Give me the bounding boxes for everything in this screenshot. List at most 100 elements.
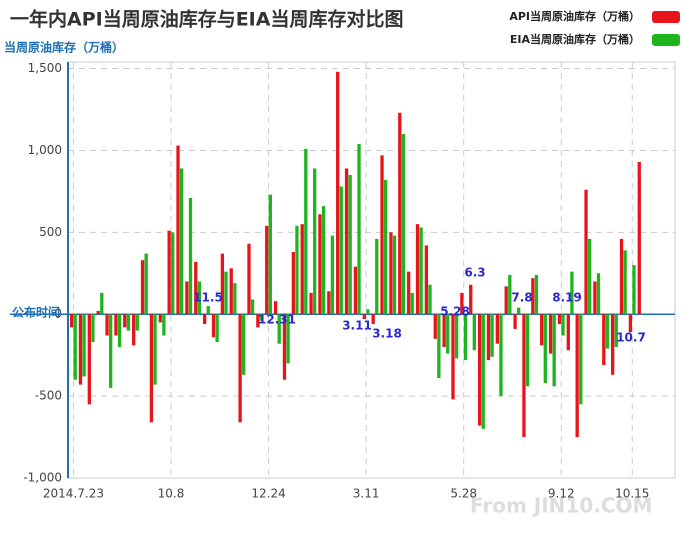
- bar: [380, 155, 384, 315]
- bar: [437, 314, 441, 379]
- bar: [259, 314, 264, 321]
- bar: [300, 224, 304, 315]
- bar: [371, 314, 375, 325]
- bar: [490, 314, 494, 357]
- bar: [596, 273, 601, 315]
- annotation: 6.3: [464, 266, 485, 280]
- annotation: 3.18: [372, 327, 402, 341]
- bar: [176, 145, 180, 315]
- bar: [256, 314, 260, 328]
- bar: [229, 268, 233, 315]
- bar: [593, 281, 597, 315]
- bar: [268, 194, 272, 315]
- bar: [126, 314, 131, 331]
- annotation: 3.11: [342, 319, 372, 333]
- bar: [114, 314, 118, 336]
- bar: [481, 314, 485, 429]
- bar: [517, 307, 521, 315]
- x-tick-label: 3.11: [353, 487, 380, 501]
- bar: [392, 235, 397, 315]
- bar: [415, 224, 420, 315]
- bar: [327, 291, 331, 315]
- bar: [215, 314, 219, 343]
- bar: [224, 271, 228, 315]
- bar: [238, 314, 242, 423]
- bar: [309, 292, 313, 315]
- annotation: 8.19: [552, 291, 582, 305]
- x-tick-label: 10.8: [158, 487, 185, 501]
- x-tick-label: 2014.7.23: [43, 487, 104, 501]
- bar: [561, 314, 565, 336]
- bar: [433, 314, 437, 339]
- bar: [211, 314, 216, 338]
- bar: [605, 314, 610, 349]
- bar: [117, 314, 122, 347]
- bar: [277, 314, 281, 344]
- bar: [304, 148, 308, 315]
- bar: [73, 314, 77, 380]
- bar: [428, 284, 432, 315]
- bar: [477, 314, 482, 426]
- bar: [69, 314, 74, 328]
- bar: [82, 314, 86, 377]
- x-tick-label: 10.15: [615, 487, 649, 501]
- chart-title: 一年内API当周原油库存与EIA当周库存对比图: [10, 8, 403, 31]
- bar: [109, 314, 113, 388]
- y-tick-label: 500: [39, 225, 62, 239]
- bar: [495, 314, 499, 344]
- bar: [557, 314, 562, 325]
- bar: [362, 314, 366, 320]
- bar: [469, 284, 473, 315]
- bar: [273, 301, 278, 315]
- bar: [424, 245, 429, 315]
- bar: [534, 274, 539, 315]
- annotation: 7.8: [511, 291, 532, 305]
- bar: [91, 314, 95, 343]
- bar: [632, 265, 636, 315]
- bar: [197, 281, 202, 315]
- y-tick-label: -1,000: [23, 471, 62, 485]
- y-tick-label: 1,000: [28, 143, 62, 157]
- bar: [282, 314, 287, 380]
- bar: [566, 314, 570, 351]
- plot-area: [67, 61, 676, 479]
- bar: [584, 189, 588, 315]
- bar: [472, 314, 476, 351]
- bar: [406, 271, 411, 315]
- bar: [570, 271, 574, 315]
- bar: [295, 225, 299, 315]
- bar: [291, 251, 295, 315]
- watermark: From JIN10.COM: [470, 494, 652, 518]
- y-axis-label: 当周原油库存（万桶）: [4, 40, 124, 55]
- bar: [78, 314, 83, 385]
- bar: [233, 283, 237, 315]
- bar: [171, 232, 175, 315]
- bar: [206, 306, 210, 315]
- bar: [366, 309, 370, 315]
- bar: [321, 206, 326, 315]
- bar: [336, 71, 340, 315]
- bar: [419, 227, 423, 315]
- bar: [179, 168, 184, 315]
- bar: [265, 225, 269, 315]
- bar: [442, 314, 446, 347]
- bar: [167, 230, 171, 315]
- bar: [401, 134, 406, 315]
- bar: [540, 314, 544, 346]
- bar: [508, 274, 512, 315]
- bar: [575, 314, 579, 438]
- bar: [353, 266, 358, 315]
- bar: [123, 314, 127, 328]
- bar: [579, 314, 583, 405]
- annotation: 11.5: [193, 291, 223, 305]
- bar: [194, 261, 198, 315]
- bar: [105, 314, 109, 336]
- y-tick-label: -500: [35, 389, 62, 403]
- bar: [454, 314, 459, 359]
- bar: [552, 314, 556, 387]
- bar: [348, 175, 352, 315]
- legend-label: API当周原油库存（万桶）: [509, 9, 640, 23]
- bar: [357, 143, 361, 315]
- bar: [460, 292, 464, 315]
